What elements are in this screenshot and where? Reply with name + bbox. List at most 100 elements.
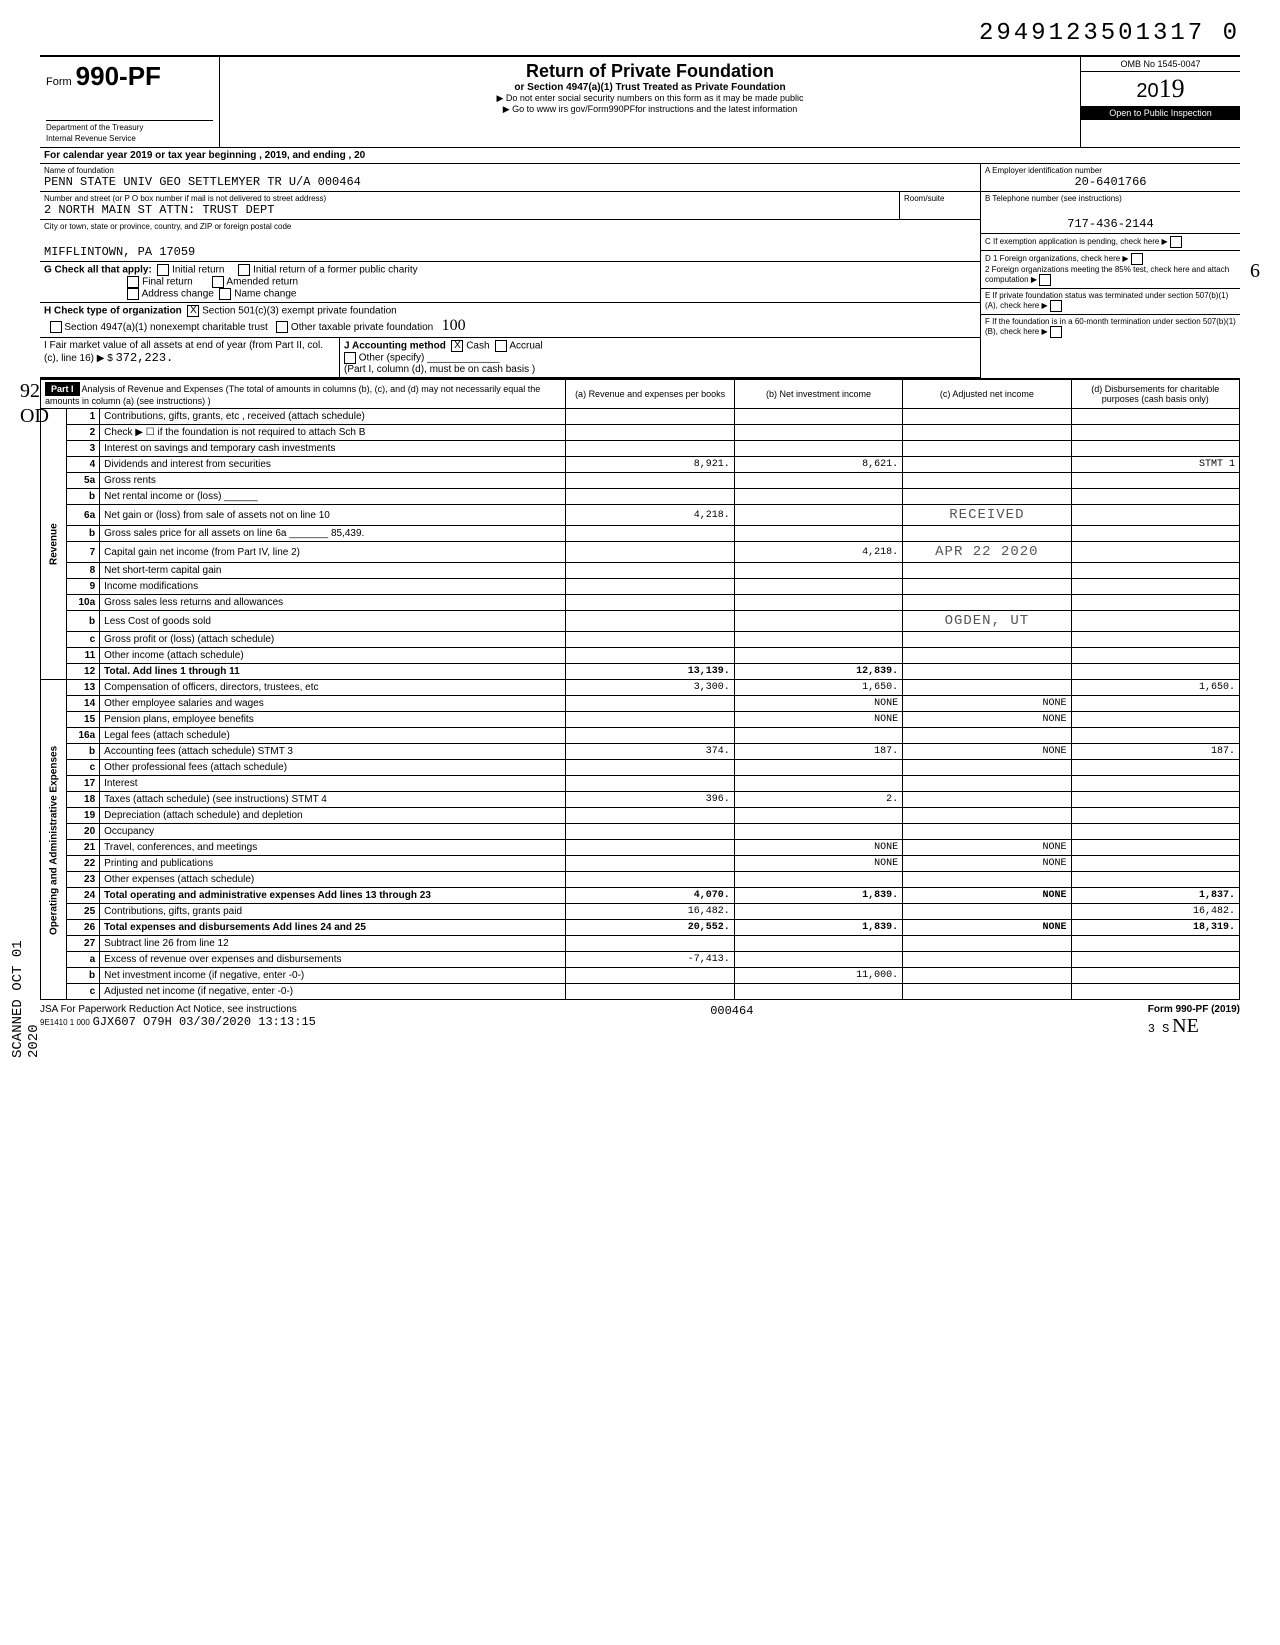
col-d-header: (d) Disbursements for charitable purpose… xyxy=(1071,380,1239,409)
j-other: Other (specify) xyxy=(359,353,425,364)
line-value: RECEIVED xyxy=(903,505,1071,526)
line-desc: Depreciation (attach schedule) and deple… xyxy=(100,808,566,824)
line-value: -7,413. xyxy=(566,952,734,968)
name-label: Name of foundation xyxy=(44,166,976,175)
line-value xyxy=(1071,611,1239,632)
footer-mid: 000464 xyxy=(710,1004,753,1038)
line-desc: Net investment income (if negative, ente… xyxy=(100,968,566,984)
line-value xyxy=(903,409,1071,425)
line-number: 2 xyxy=(66,425,99,441)
city-state-zip: MIFFLINTOWN, PA 17059 xyxy=(44,245,976,259)
g-addr-change: Address change xyxy=(142,289,214,300)
part1-desc: Analysis of Revenue and Expenses (The to… xyxy=(45,384,540,406)
table-row: 7Capital gain net income (from Part IV, … xyxy=(41,542,1240,563)
line-value xyxy=(903,968,1071,984)
line-desc: Interest on savings and temporary cash i… xyxy=(100,441,566,457)
line-value xyxy=(903,457,1071,473)
line-number: 5a xyxy=(66,473,99,489)
line-value: 4,218. xyxy=(734,542,902,563)
line-value xyxy=(903,936,1071,952)
calendar-year-line: For calendar year 2019 or tax year begin… xyxy=(40,148,1240,163)
line-value: 187. xyxy=(1071,744,1239,760)
line-value xyxy=(566,824,734,840)
line-value xyxy=(566,856,734,872)
foundation-name: PENN STATE UNIV GEO SETTLEMYER TR U/A 00… xyxy=(44,175,976,189)
line-value xyxy=(1071,824,1239,840)
line-desc: Less Cost of goods sold xyxy=(100,611,566,632)
line-value xyxy=(734,952,902,968)
col-b-header: (b) Net investment income xyxy=(734,380,902,409)
line-value xyxy=(1071,984,1239,1000)
table-row: 20Occupancy xyxy=(41,824,1240,840)
line-number: 22 xyxy=(66,856,99,872)
line-value: 374. xyxy=(566,744,734,760)
line-value xyxy=(1071,489,1239,505)
line-value: 1,839. xyxy=(734,888,902,904)
table-row: bNet investment income (if negative, ent… xyxy=(41,968,1240,984)
line-value xyxy=(566,648,734,664)
line-value xyxy=(566,409,734,425)
line-value xyxy=(903,904,1071,920)
h-opt2: Section 4947(a)(1) nonexempt charitable … xyxy=(64,322,267,333)
line-value xyxy=(1071,595,1239,611)
h-opt3: Other taxable private foundation xyxy=(291,322,433,333)
table-row: bNet rental income or (loss) ______ xyxy=(41,489,1240,505)
document-id: 2949123501317 0 xyxy=(40,20,1240,47)
line-value: 4,218. xyxy=(566,505,734,526)
line-number: 15 xyxy=(66,712,99,728)
line-value xyxy=(903,526,1071,542)
table-row: 11Other income (attach schedule) xyxy=(41,648,1240,664)
line-value xyxy=(734,632,902,648)
line-value xyxy=(566,441,734,457)
year-prefix: 20 xyxy=(1136,80,1158,102)
line-value xyxy=(566,840,734,856)
j-cash-x: X xyxy=(451,340,463,352)
line-value xyxy=(734,984,902,1000)
line-number: a xyxy=(66,952,99,968)
line-value xyxy=(734,760,902,776)
line-value xyxy=(734,936,902,952)
line-desc: Accounting fees (attach schedule) STMT 3 xyxy=(100,744,566,760)
table-row: 24Total operating and administrative exp… xyxy=(41,888,1240,904)
line-value xyxy=(566,936,734,952)
line-value xyxy=(566,696,734,712)
line-desc: Occupancy xyxy=(100,824,566,840)
line-value xyxy=(903,872,1071,888)
line-value xyxy=(1071,441,1239,457)
line-value xyxy=(734,563,902,579)
line-value: 11,000. xyxy=(734,968,902,984)
addr-label: Number and street (or P O box number if … xyxy=(44,194,895,203)
line-value: 16,482. xyxy=(566,904,734,920)
table-row: 9Income modifications xyxy=(41,579,1240,595)
line-value: 8,621. xyxy=(734,457,902,473)
line-value xyxy=(566,489,734,505)
line-value: 13,139. xyxy=(566,664,734,680)
table-row: 14Other employee salaries and wagesNONEN… xyxy=(41,696,1240,712)
dept-irs: Internal Revenue Service xyxy=(46,132,213,143)
room-label: Room/suite xyxy=(904,194,976,203)
line-value xyxy=(903,632,1071,648)
footer: JSA For Paperwork Reduction Act Notice, … xyxy=(40,1000,1240,1038)
line-value: NONE xyxy=(903,856,1071,872)
line-desc: Taxes (attach schedule) (see instruction… xyxy=(100,792,566,808)
line-value xyxy=(566,526,734,542)
line-value xyxy=(566,760,734,776)
line-number: 13 xyxy=(66,680,99,696)
table-row: Revenue1Contributions, gifts, grants, et… xyxy=(41,409,1240,425)
line-value: NONE xyxy=(734,696,902,712)
line-value xyxy=(1071,579,1239,595)
line-value xyxy=(566,563,734,579)
city-label: City or town, state or province, country… xyxy=(44,222,976,231)
line-desc: Legal fees (attach schedule) xyxy=(100,728,566,744)
c-label: C If exemption application is pending, c… xyxy=(985,237,1159,246)
line-number: 6a xyxy=(66,505,99,526)
tel-value: 717-436-2144 xyxy=(985,217,1236,231)
line-value xyxy=(1071,563,1239,579)
line-value xyxy=(1071,872,1239,888)
line-value xyxy=(1071,792,1239,808)
received-stamp: RECEIVED xyxy=(949,507,1024,523)
line-value xyxy=(734,409,902,425)
table-row: cAdjusted net income (if negative, enter… xyxy=(41,984,1240,1000)
ein-value: 20-6401766 xyxy=(985,175,1236,189)
line-desc: Printing and publications xyxy=(100,856,566,872)
